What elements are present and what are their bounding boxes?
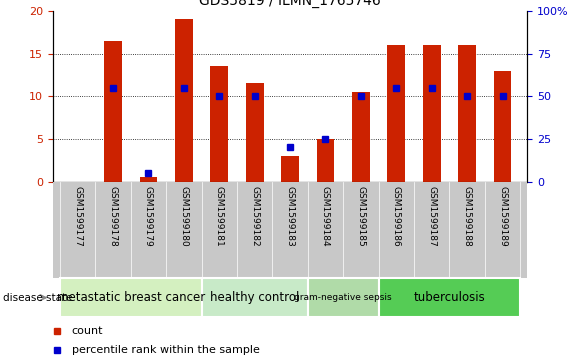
Text: disease state: disease state: [3, 293, 73, 303]
Text: GSM1599178: GSM1599178: [108, 186, 117, 247]
FancyBboxPatch shape: [308, 278, 379, 317]
Text: GSM1599187: GSM1599187: [427, 186, 436, 247]
Bar: [387, 45, 405, 182]
Bar: [104, 41, 122, 182]
Text: count: count: [71, 326, 103, 336]
Bar: [316, 139, 335, 182]
Text: metastatic breast cancer: metastatic breast cancer: [56, 291, 205, 304]
Text: GSM1599181: GSM1599181: [214, 186, 224, 247]
Text: GSM1599183: GSM1599183: [285, 186, 295, 247]
Title: GDS5819 / ILMN_1765746: GDS5819 / ILMN_1765746: [199, 0, 381, 8]
Bar: [352, 92, 370, 182]
Text: GSM1599179: GSM1599179: [144, 186, 153, 247]
Text: GSM1599180: GSM1599180: [179, 186, 188, 247]
Text: GSM1599184: GSM1599184: [321, 186, 330, 247]
Bar: [175, 19, 193, 182]
Text: percentile rank within the sample: percentile rank within the sample: [71, 345, 260, 355]
Text: GSM1599185: GSM1599185: [356, 186, 366, 247]
Bar: [210, 66, 228, 182]
Text: GSM1599177: GSM1599177: [73, 186, 82, 247]
Bar: [281, 156, 299, 182]
Text: gram-negative sepsis: gram-negative sepsis: [294, 293, 392, 302]
Bar: [139, 177, 157, 182]
Text: tuberculosis: tuberculosis: [414, 291, 485, 304]
Text: GSM1599182: GSM1599182: [250, 186, 259, 247]
Bar: [458, 45, 476, 182]
Text: GSM1599186: GSM1599186: [392, 186, 401, 247]
Bar: [246, 83, 264, 182]
Text: GSM1599188: GSM1599188: [463, 186, 472, 247]
FancyBboxPatch shape: [202, 278, 308, 317]
FancyBboxPatch shape: [60, 278, 202, 317]
Bar: [494, 70, 512, 182]
Bar: [423, 45, 441, 182]
FancyBboxPatch shape: [379, 278, 520, 317]
Text: healthy control: healthy control: [210, 291, 299, 304]
Text: GSM1599189: GSM1599189: [498, 186, 507, 247]
